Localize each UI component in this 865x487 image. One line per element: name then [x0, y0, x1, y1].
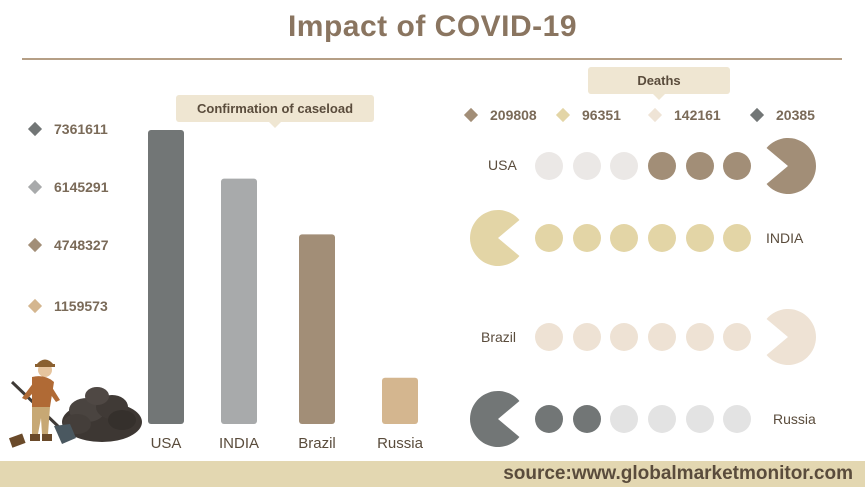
pacman-icon — [766, 309, 817, 365]
death-dot — [686, 152, 714, 180]
worker-figure — [8, 359, 60, 448]
pacman-icon — [469, 391, 520, 447]
cases-legend-value: 7361611 — [54, 121, 108, 137]
bar-brazil — [299, 234, 335, 424]
bar-label-russia: Russia — [377, 435, 424, 452]
bar-label-india: INDIA — [219, 435, 259, 452]
footer-bar: source:www.globalmarketmonitor.com — [0, 461, 865, 487]
bar-label-usa: USA — [151, 435, 182, 452]
source-text: source:www.globalmarketmonitor.com — [503, 463, 853, 484]
death-dot — [535, 224, 563, 252]
death-dot — [686, 224, 714, 252]
deaths-legend-value: 142161 — [674, 107, 721, 123]
cases-legend-item: 4748327 — [27, 235, 109, 255]
death-dot — [723, 224, 751, 252]
cases-label-pointer — [269, 122, 281, 128]
cases-legend-value: 4748327 — [54, 237, 109, 253]
deaths-legend-value: 209808 — [490, 107, 537, 123]
deaths-legend-value: 96351 — [582, 107, 621, 123]
death-dot — [723, 323, 751, 351]
deaths-legend-item: 209808 — [463, 105, 537, 125]
death-dot — [573, 323, 601, 351]
death-dot — [686, 323, 714, 351]
deaths-legend-item: 142161 — [647, 105, 721, 125]
deaths-legend-item: 96351 — [555, 105, 621, 125]
cases-legend-item: 6145291 — [27, 177, 109, 197]
death-dot — [648, 224, 676, 252]
death-dot — [573, 405, 601, 433]
death-dot — [573, 152, 601, 180]
death-dot — [535, 323, 563, 351]
death-dot — [535, 152, 563, 180]
deaths-label-pointer — [653, 94, 665, 100]
pacman-icon — [469, 210, 520, 266]
death-dot — [648, 323, 676, 351]
cases-label: Confirmation of caseload — [176, 95, 374, 128]
bar-india — [221, 178, 257, 424]
deaths-legend-value: 20385 — [776, 107, 815, 123]
deaths-country-label: USA — [488, 157, 517, 173]
deaths-label: Deaths — [588, 67, 730, 100]
death-dot — [648, 152, 676, 180]
death-dot — [535, 405, 563, 433]
deaths-label-text: Deaths — [637, 73, 681, 88]
bar-russia — [382, 377, 418, 424]
death-dot — [573, 224, 601, 252]
cases-legend-item: 1159573 — [27, 296, 108, 316]
deaths-country-label: INDIA — [766, 230, 804, 246]
deaths-country-label: Russia — [773, 411, 816, 427]
bar-label-brazil: Brazil — [298, 435, 336, 452]
cases-legend-item: 7361611 — [27, 119, 108, 139]
death-dot — [686, 405, 714, 433]
death-dot — [610, 405, 638, 433]
death-dot — [723, 152, 751, 180]
cases-legend-value: 6145291 — [54, 179, 109, 195]
cases-legend-value: 1159573 — [54, 298, 108, 314]
deaths-country-label: Brazil — [481, 329, 517, 345]
death-dot — [610, 224, 638, 252]
death-dot — [648, 405, 676, 433]
title-divider — [22, 58, 842, 60]
page-title: Impact of COVID-19 — [287, 10, 578, 43]
cases-label-text: Confirmation of caseload — [196, 101, 354, 116]
bar-usa — [148, 130, 184, 424]
worker-illustration — [8, 359, 142, 448]
death-dot — [610, 152, 638, 180]
deaths-legend-item: 20385 — [749, 105, 815, 125]
death-dot — [610, 323, 638, 351]
pacman-icon — [766, 138, 816, 194]
death-dot — [723, 405, 751, 433]
